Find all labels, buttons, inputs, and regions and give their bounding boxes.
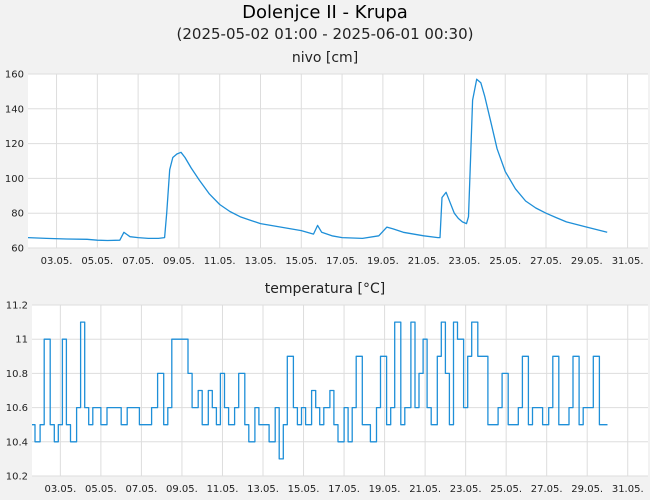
temperature-x-tick-label: 29.05. [571,484,603,495]
level-x-tick-label: 25.05. [489,256,521,267]
level-x-tick-label: 07.05. [122,256,154,267]
temperature-x-tick-label: 17.05. [328,484,360,495]
temperature-plot-area [32,305,648,476]
level-x-tick-label: 19.05. [367,256,399,267]
temperature-x-tick-label: 25.05. [490,484,522,495]
temperature-x-tick-label: 11.05. [207,484,239,495]
level-x-tick-label: 09.05. [163,256,195,267]
level-y-tick-label: 80 [11,209,24,220]
level-y-tick-label: 140 [5,104,24,115]
temperature-x-tick-label: 21.05. [409,484,441,495]
temperature-x-tick-label: 15.05. [288,484,320,495]
temperature-panel-title: temperatura [°C] [264,281,386,297]
level-x-tick-label: 23.05. [449,256,481,267]
chart-subtitle: (2025-05-02 01:00 - 2025-06-01 00:30) [176,25,474,43]
level-x-tick-label: 03.05. [41,256,73,267]
temperature-series-line [32,321,608,460]
level-x-tick-label: 13.05. [245,256,277,267]
temperature-y-tick-label: 11.2 [6,301,28,312]
chart-title: Dolenjce II - Krupa [242,2,408,23]
level-x-tick-label: 29.05. [571,256,603,267]
level-y-tick-label: 160 [5,70,24,81]
temperature-x-tick-label: 27.05. [531,484,563,495]
level-x-tick-label: 27.05. [530,256,562,267]
temperature-x-tick-label: 05.05. [85,484,117,495]
temperature-x-tick-label: 03.05. [44,484,76,495]
level-x-tick-label: 11.05. [204,256,236,267]
level-panel-title: nivo [cm] [291,50,359,66]
level-x-tick-label: 05.05. [81,256,113,267]
temperature-x-tick-label: 31.05. [612,484,644,495]
temperature-y-tick-label: 10.4 [6,437,28,448]
temperature-y-tick-label: 10.2 [6,472,28,483]
level-x-tick-label: 15.05. [285,256,317,267]
level-x-tick-label: 21.05. [408,256,440,267]
temperature-x-tick-label: 07.05. [126,484,158,495]
temperature-x-tick-label: 13.05. [247,484,279,495]
temperature-x-tick-label: 09.05. [166,484,198,495]
level-series-line [27,78,608,242]
level-plot-area [28,74,648,248]
temperature-y-tick-label: 10.8 [6,369,28,380]
temperature-y-tick-label: 11 [15,335,28,346]
temperature-x-tick-label: 19.05. [369,484,401,495]
level-y-tick-label: 100 [5,174,24,185]
level-x-tick-label: 31.05. [612,256,644,267]
temperature-y-tick-label: 10.6 [6,403,28,414]
level-y-tick-label: 60 [11,244,24,255]
temperature-x-tick-label: 23.05. [450,484,482,495]
level-x-tick-label: 17.05. [326,256,358,267]
level-y-tick-label: 120 [5,139,24,150]
